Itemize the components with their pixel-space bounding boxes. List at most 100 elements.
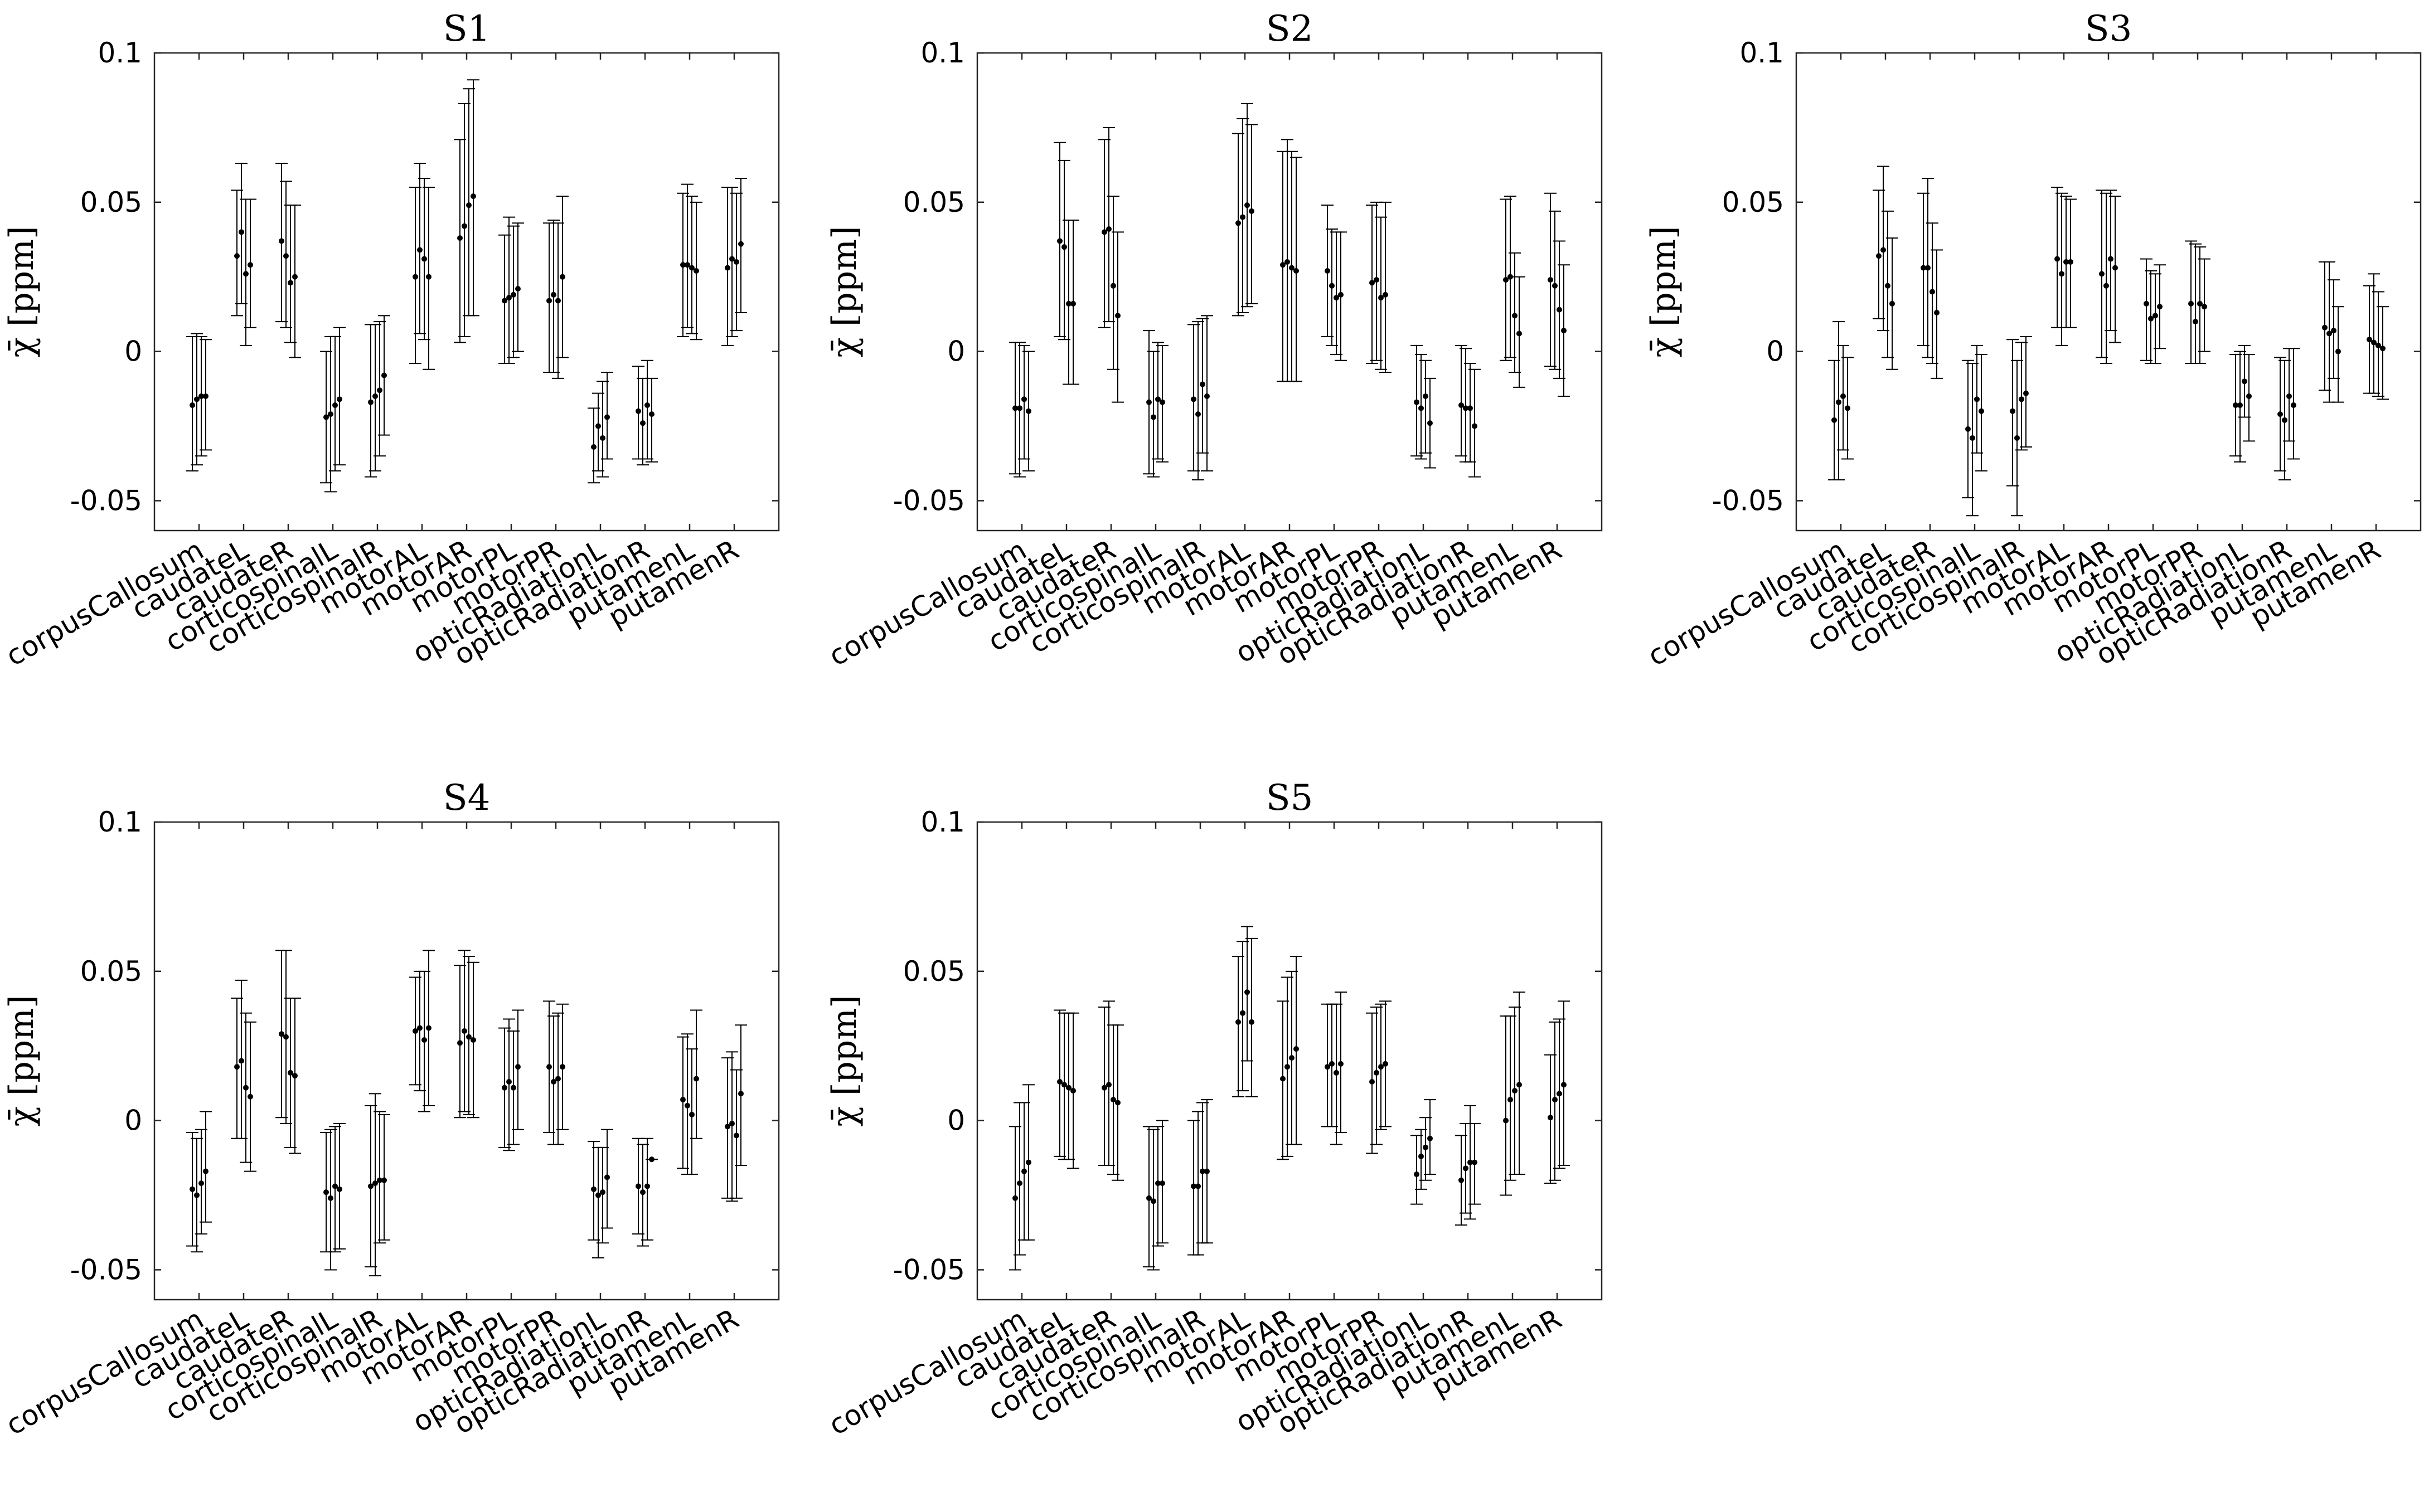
data-point xyxy=(413,1028,418,1034)
data-point xyxy=(2371,339,2377,346)
data-point xyxy=(1427,420,1433,426)
data-point xyxy=(506,295,512,301)
data-point xyxy=(729,256,735,262)
y-tick-label: 0.1 xyxy=(98,37,142,69)
data-point xyxy=(1369,1078,1375,1085)
data-point xyxy=(368,399,374,405)
data-point xyxy=(680,262,686,268)
data-point xyxy=(1516,1082,1522,1088)
data-point xyxy=(1325,268,1330,274)
data-point xyxy=(1111,1097,1116,1103)
data-point xyxy=(1979,408,1984,414)
data-point xyxy=(1561,328,1567,334)
data-point xyxy=(560,274,565,280)
chart-title: S1 xyxy=(443,8,491,50)
data-point xyxy=(1111,283,1116,289)
data-point xyxy=(1472,423,1477,429)
data-point xyxy=(2367,337,2372,343)
data-point xyxy=(595,1192,601,1198)
data-point xyxy=(2193,319,2198,325)
y-tick-label: 0 xyxy=(947,336,965,368)
data-point xyxy=(1512,313,1518,319)
chart-title: S5 xyxy=(1266,777,1313,819)
data-point xyxy=(2326,330,2332,337)
data-point xyxy=(1512,1088,1518,1094)
data-point xyxy=(2054,256,2060,262)
data-point xyxy=(190,402,195,409)
data-point xyxy=(644,1183,650,1189)
data-point xyxy=(1885,283,1890,289)
data-point xyxy=(1249,208,1254,214)
data-point xyxy=(2375,342,2381,348)
y-axis-label: χ̄ [ppm] xyxy=(825,226,864,358)
data-point xyxy=(640,420,646,426)
data-point xyxy=(1467,405,1473,411)
data-point xyxy=(515,286,521,292)
data-point xyxy=(560,1064,565,1070)
y-tick-label: 0.05 xyxy=(903,955,965,988)
y-tick-label: 0.05 xyxy=(1722,186,1784,218)
data-point xyxy=(1102,1085,1107,1091)
data-point xyxy=(2237,402,2243,409)
data-point xyxy=(2233,402,2238,409)
data-point xyxy=(515,1064,521,1070)
data-point xyxy=(1423,393,1428,399)
data-point xyxy=(2277,411,2283,417)
axes-frame xyxy=(1795,52,2422,532)
data-point xyxy=(417,1025,423,1031)
data-point xyxy=(1934,309,1940,315)
data-point xyxy=(1026,408,1031,414)
data-point xyxy=(243,1085,249,1091)
data-point xyxy=(600,1189,605,1195)
data-point xyxy=(1012,405,1018,411)
data-point xyxy=(1061,244,1067,250)
data-point xyxy=(502,298,507,304)
data-point xyxy=(555,1076,561,1082)
data-point xyxy=(1249,1019,1254,1025)
data-point xyxy=(2197,300,2203,307)
y-axis-label: χ̄ [ppm] xyxy=(825,995,864,1127)
data-point xyxy=(279,1031,284,1037)
data-point xyxy=(1235,1019,1241,1025)
data-point xyxy=(1507,1097,1513,1103)
data-point xyxy=(332,402,338,409)
data-point xyxy=(2014,435,2020,441)
data-point xyxy=(1548,277,1553,283)
data-point xyxy=(1066,300,1072,307)
data-point xyxy=(685,1102,690,1109)
data-point xyxy=(2291,402,2296,409)
data-point xyxy=(1070,1088,1076,1094)
y-tick-label: -0.05 xyxy=(893,1253,965,1286)
data-point xyxy=(466,202,472,208)
data-point xyxy=(1970,435,1975,441)
data-point xyxy=(1329,283,1335,289)
y-tick-label: 0.05 xyxy=(903,186,965,218)
data-point xyxy=(644,402,650,409)
y-tick-label: 0 xyxy=(124,336,142,368)
data-point xyxy=(1557,1091,1562,1097)
data-point xyxy=(502,1085,507,1091)
data-point xyxy=(1244,989,1250,995)
data-point xyxy=(1017,1180,1022,1187)
data-point xyxy=(551,291,556,298)
data-point xyxy=(1427,1135,1433,1141)
data-point xyxy=(2322,324,2328,330)
data-point xyxy=(1160,399,1165,405)
data-point xyxy=(421,256,427,262)
data-point xyxy=(466,1034,472,1040)
data-point xyxy=(239,229,244,235)
data-point xyxy=(372,1180,378,1187)
data-point xyxy=(1463,405,1468,411)
data-point xyxy=(694,1076,699,1082)
y-tick-label: 0 xyxy=(1766,336,1784,368)
data-point xyxy=(1102,229,1107,235)
data-point xyxy=(198,393,204,399)
data-point xyxy=(1831,417,1837,423)
data-point xyxy=(2148,315,2154,322)
data-point xyxy=(1057,1078,1063,1085)
data-point xyxy=(1155,1180,1161,1187)
data-point xyxy=(471,193,476,200)
